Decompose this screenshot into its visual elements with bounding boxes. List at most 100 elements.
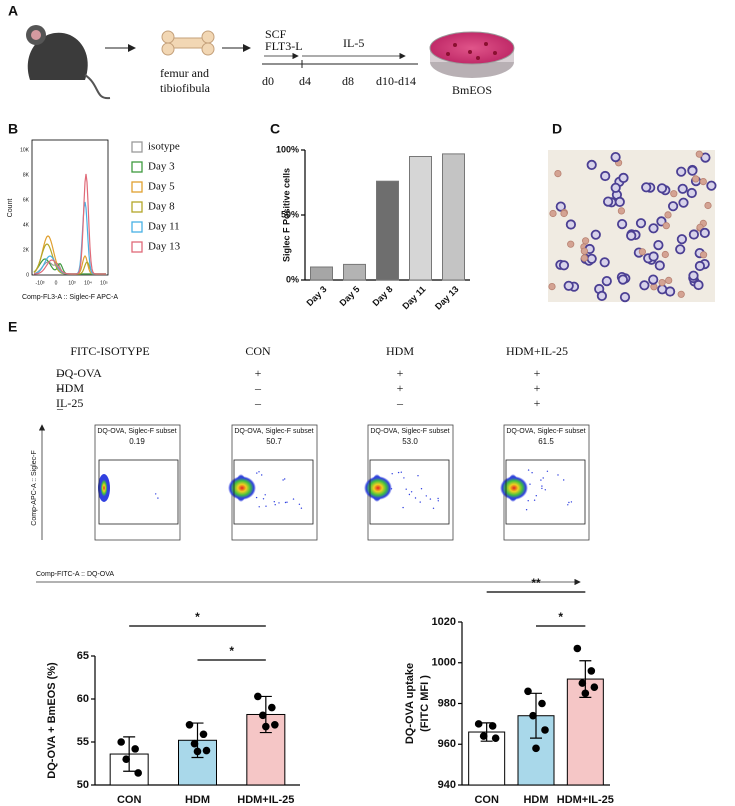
event-dot — [544, 489, 546, 491]
x-tick-label: Day 11 — [400, 284, 427, 311]
data-point — [474, 720, 483, 728]
cell — [586, 159, 597, 170]
event-dot — [261, 474, 263, 476]
cell — [554, 170, 562, 178]
event-dot — [402, 506, 404, 509]
gate — [233, 459, 314, 525]
column-header: HDM — [386, 344, 414, 358]
event-dot — [292, 498, 295, 500]
panel-label: C — [270, 121, 280, 137]
data-point — [587, 667, 596, 675]
significance-label: * — [195, 610, 200, 624]
event-dot — [527, 469, 530, 471]
cell — [560, 209, 568, 218]
flow-plot: DQ-OVA, Siglec-F subset 50.7 — [228, 424, 318, 541]
data-point — [538, 699, 546, 708]
data-point — [134, 769, 142, 777]
panel-label: A — [8, 3, 18, 19]
x-tick-label: Day 13 — [433, 284, 461, 312]
cell — [602, 196, 614, 207]
cell — [694, 260, 706, 272]
event-dot — [542, 477, 544, 479]
cell — [695, 150, 703, 158]
cell — [548, 282, 556, 291]
data-point — [190, 739, 199, 748]
data-point — [254, 692, 262, 701]
y-axis-label: Count — [7, 199, 14, 218]
y-axis-label: (FITC MFI ) — [419, 675, 431, 732]
mouse-icon — [26, 25, 111, 100]
day-label: d10-d14 — [376, 74, 416, 88]
event-dot — [410, 491, 413, 493]
event-dot — [256, 472, 258, 474]
condition-mark: – — [254, 396, 262, 410]
cell — [567, 240, 575, 248]
event-dot — [557, 474, 559, 476]
gate-name: DQ-OVA, Siglec-F subset — [506, 428, 585, 435]
event-dot — [397, 471, 400, 474]
x-tick-label: 0 — [55, 280, 58, 286]
event-dot — [420, 488, 423, 490]
cell — [692, 175, 700, 183]
event-dot — [298, 503, 301, 505]
dish-icon — [429, 31, 515, 78]
density-blob — [500, 476, 528, 500]
data-point — [541, 726, 549, 734]
condition-mark: + — [534, 396, 541, 410]
cell — [601, 275, 612, 287]
cell — [617, 207, 626, 215]
column-header: FITC-ISOTYPE — [70, 344, 149, 358]
cell — [654, 260, 665, 271]
event-dot — [264, 494, 266, 496]
cell — [670, 190, 678, 198]
event-dot — [258, 471, 260, 473]
cell — [614, 196, 625, 207]
plot-frame — [94, 424, 181, 541]
event-dot — [529, 483, 531, 485]
x-tick-label: Day 8 — [371, 284, 395, 308]
bone-label: femur and — [160, 66, 209, 80]
cell — [688, 270, 699, 281]
y-axis-label: Comp-APC-A :: Siglec-F — [31, 450, 38, 525]
cell — [558, 260, 570, 271]
cell — [699, 227, 710, 238]
legend-label: Day 3 — [148, 161, 175, 173]
data-point — [268, 703, 276, 712]
significance-label: * — [558, 610, 563, 624]
condition-mark: – — [396, 396, 404, 410]
event-dot — [417, 475, 419, 477]
cell — [641, 182, 652, 193]
event-dot — [429, 498, 432, 500]
y-tick-label: 1020 — [432, 616, 456, 628]
significance-label: * — [229, 644, 234, 658]
data-point — [259, 711, 267, 720]
cell — [686, 187, 697, 199]
x-tick-label: HDM+IL-25 — [237, 794, 294, 806]
plot-frame — [31, 139, 109, 276]
cell — [675, 244, 686, 255]
gate-percent: 61.5 — [538, 437, 554, 446]
data-point — [573, 644, 582, 653]
product-label: BmEOS — [452, 83, 492, 97]
cell — [617, 274, 629, 285]
event-dot — [157, 497, 159, 499]
x-tick-label: CON — [117, 794, 142, 806]
bar — [442, 153, 465, 281]
event-dot — [155, 493, 157, 495]
flow-plot: DQ-OVA, Siglec-F subset 61.5 — [500, 424, 590, 541]
cell — [555, 201, 566, 212]
day-label: d8 — [342, 74, 354, 88]
event-dot — [531, 472, 533, 474]
row-label: HDM — [56, 381, 84, 395]
flow-plot: DQ-OVA, Siglec-F subset 0.19 — [94, 424, 181, 541]
histogram-curve — [33, 201, 106, 275]
legend-swatch — [131, 201, 143, 213]
y-tick-label: 4K — [23, 222, 30, 228]
x-axis-label: Comp-FL3-A :: Siglec-F APC-A — [22, 294, 118, 301]
cell — [596, 290, 608, 301]
row-label: IL-25 — [56, 396, 83, 410]
cytokine: FLT3-L — [265, 39, 303, 53]
legend-swatch — [131, 141, 143, 153]
cell — [688, 229, 700, 240]
data-point — [488, 722, 497, 730]
